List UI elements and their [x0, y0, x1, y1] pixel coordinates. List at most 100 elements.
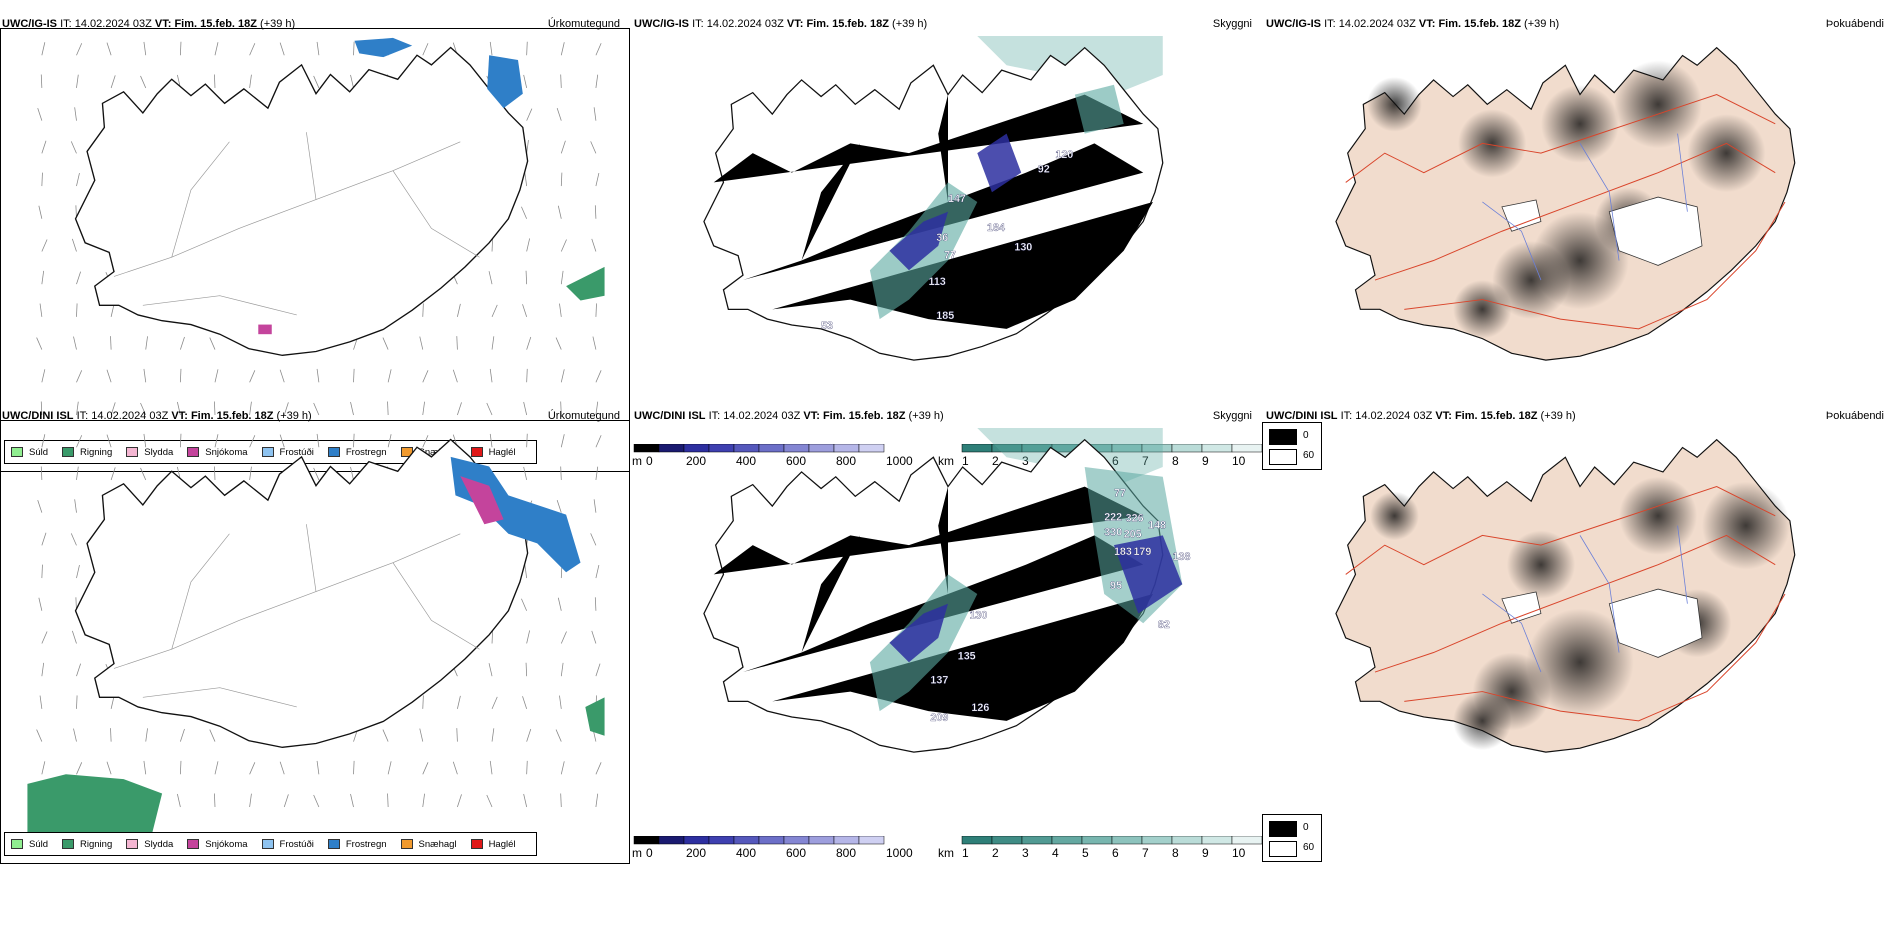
km-tick-label: 4 [1052, 846, 1059, 860]
legend-label: Súld [29, 838, 49, 850]
fog-index-panel: UWC/DINI ISL IT: 14.02.2024 03Z VT: Fim.… [1264, 404, 1896, 876]
wind-barb [422, 793, 425, 808]
visibility-labels: 77 222 326 330 205 148 183 179 138 95 130 137 135 126… [930, 487, 1190, 724]
wind-barb [491, 238, 494, 252]
wind-barb [488, 663, 493, 677]
fog-blob [1614, 60, 1703, 149]
wind-barb [419, 336, 424, 350]
wind-barb [249, 43, 256, 56]
it-value: 14.02.2024 03Z [74, 18, 152, 30]
wind-barb [595, 303, 597, 317]
wind-barb [456, 728, 458, 742]
km-tick-label: 5 [1082, 846, 1089, 860]
visibility-value-label: 36 [936, 232, 948, 244]
wind-barb [283, 402, 289, 416]
wind-barb [522, 304, 528, 317]
it-label: IT: [1324, 18, 1336, 30]
wind-barb [560, 270, 564, 285]
legend-swatch [261, 839, 274, 849]
colorbar-swatch [783, 835, 810, 845]
wind-barb [593, 107, 597, 121]
model-name: UWC/IG-IS [1266, 18, 1321, 30]
wind-barb [209, 337, 216, 350]
wind-barb [140, 402, 147, 416]
wind-barb [523, 793, 528, 808]
road-lines [113, 132, 480, 316]
wind-barb [526, 368, 528, 383]
legend-item: Snjókoma [187, 447, 248, 458]
legend-swatch [400, 447, 413, 457]
wind-barb [76, 466, 79, 480]
colorbar-swatch [833, 835, 860, 845]
m-tick-label: 0 [646, 454, 653, 468]
wind-barb [526, 336, 532, 350]
wind-barb [595, 663, 601, 677]
km-tick-label: 10 [1232, 454, 1246, 468]
visibility-panel: UWC/IG-IS IT: 14.02.2024 03Z VT: Fim. 15… [632, 12, 1322, 484]
wind-barb [382, 337, 389, 350]
vt-value: Fim. 15.feb. 18Z [190, 410, 274, 422]
wind-barb [41, 631, 48, 644]
wind-barb [560, 662, 564, 677]
wind-barb [556, 107, 562, 121]
wind-barb [70, 533, 77, 546]
wind-barb [555, 729, 562, 742]
wind-barb [491, 696, 498, 710]
wind-barb [76, 74, 79, 88]
wind-barb [106, 434, 112, 448]
wind-barb [560, 401, 562, 416]
snjokoma-area [460, 476, 504, 525]
wind-barb [73, 728, 77, 742]
visibility-value-label: 130 [969, 609, 987, 621]
vt-label: VT: [171, 410, 188, 422]
visibility-map: 147 36 77 113 184 130 185 53 120 92 [703, 36, 1164, 361]
visibility-value-label: 77 [944, 250, 956, 262]
wind-barb [488, 271, 493, 285]
panel-header: UWC/IG-IS IT: 14.02.2024 03Z VT: Fim. 15… [634, 18, 927, 30]
wind-barb [214, 793, 216, 808]
colorbar-swatch [858, 443, 885, 453]
wind-barb [387, 401, 389, 416]
wind-barb [556, 499, 562, 513]
legend-label: Rigning [80, 838, 113, 850]
fog-area [1113, 535, 1183, 614]
km-tick-label: 6 [1112, 846, 1119, 860]
wind-barb [555, 337, 562, 350]
km-tick-label: 3 [1022, 846, 1029, 860]
wind-barb [560, 466, 562, 480]
wind-barb [422, 303, 424, 317]
visibility-value-label: 147 [948, 193, 966, 205]
wind-barb [214, 434, 219, 448]
panel-header: UWC/IG-IS IT: 14.02.2024 03Z VT: Fim. 15… [2, 18, 295, 30]
legend-swatch [62, 447, 75, 457]
wind-barb [76, 303, 78, 317]
visibility-value-label: 138 [1173, 551, 1191, 563]
model-name: UWC/DINI ISL [1266, 410, 1338, 422]
visibility-value-label: 184 [987, 222, 1005, 234]
wind-barb [590, 533, 597, 546]
fog-blob [1506, 530, 1576, 599]
precip-type-panel: UWC/DINI ISL IT: 14.02.2024 03Z VT: Fim.… [0, 404, 632, 876]
wind-barb [143, 760, 147, 775]
glacier [1608, 196, 1703, 266]
precip-type-map [27, 433, 605, 832]
colorbar-swatch [1231, 835, 1263, 845]
colorbar-swatch [758, 835, 785, 845]
wind-barb [560, 172, 563, 187]
fog-low-label: 0 [1303, 430, 1309, 441]
wind-barb [560, 761, 565, 775]
visibility-value-label: 148 [1148, 520, 1166, 532]
low-vis-area [1074, 84, 1124, 134]
legend-item: Frostregn [327, 839, 387, 850]
m-tick-label: 600 [786, 454, 807, 468]
visibility-value-label: 130 [1014, 242, 1032, 254]
rigning-area [27, 774, 163, 832]
wind-barb [489, 41, 493, 56]
wind-barb [422, 762, 429, 775]
wind-barb [76, 43, 83, 56]
legend-swatch [62, 839, 75, 849]
colorbar-swatch [708, 835, 735, 845]
wind-barb [422, 370, 429, 383]
visibility-panel: UWC/DINI ISL IT: 14.02.2024 03Z VT: Fim.… [632, 404, 1322, 876]
wind-barb [419, 728, 424, 742]
